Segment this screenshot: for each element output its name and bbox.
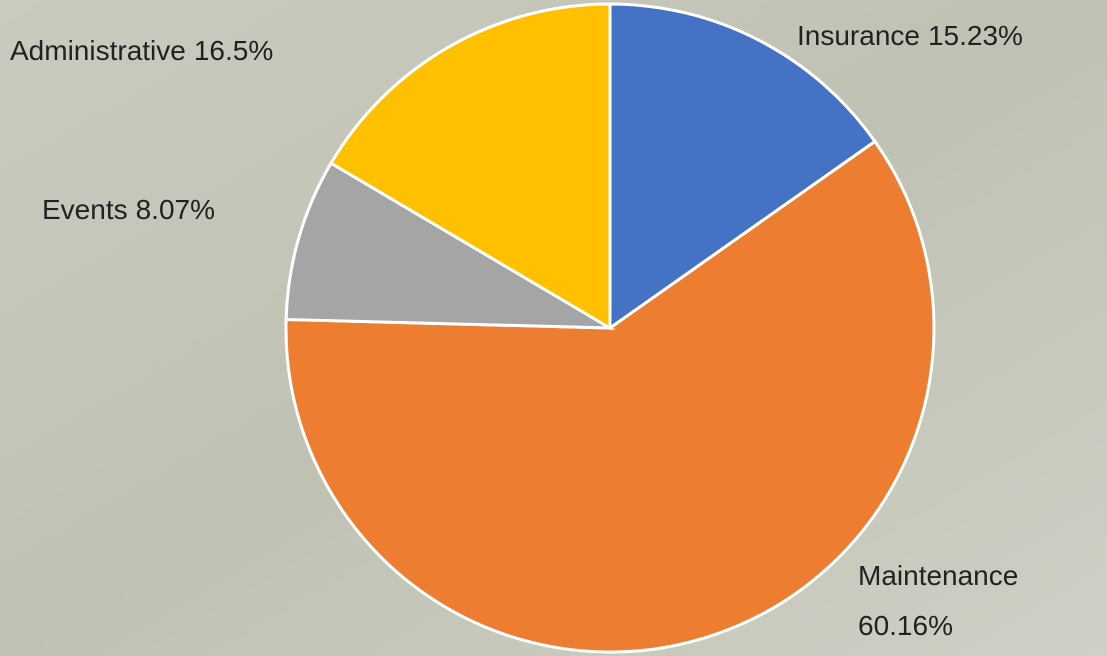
label-category: Events <box>42 194 128 225</box>
label-value: 16.5% <box>194 35 273 66</box>
label-category: Administrative <box>10 35 186 66</box>
label-value: 15.23% <box>928 20 1023 51</box>
label-category: Insurance <box>797 20 920 51</box>
label-value: 8.07% <box>136 194 215 225</box>
pie-slice <box>608 2 878 331</box>
data-label: Maintenance 60.16% <box>858 560 1018 641</box>
label-value: 60.16% <box>858 610 953 641</box>
pie-slice <box>284 161 616 330</box>
pie-slice <box>284 139 936 654</box>
pie-slice <box>328 2 612 331</box>
label-category: Maintenance <box>858 560 1018 591</box>
data-label: Administrative 16.5% <box>10 35 273 66</box>
data-label: Insurance 15.23% <box>797 20 1023 51</box>
data-label: Events 8.07% <box>42 194 215 225</box>
